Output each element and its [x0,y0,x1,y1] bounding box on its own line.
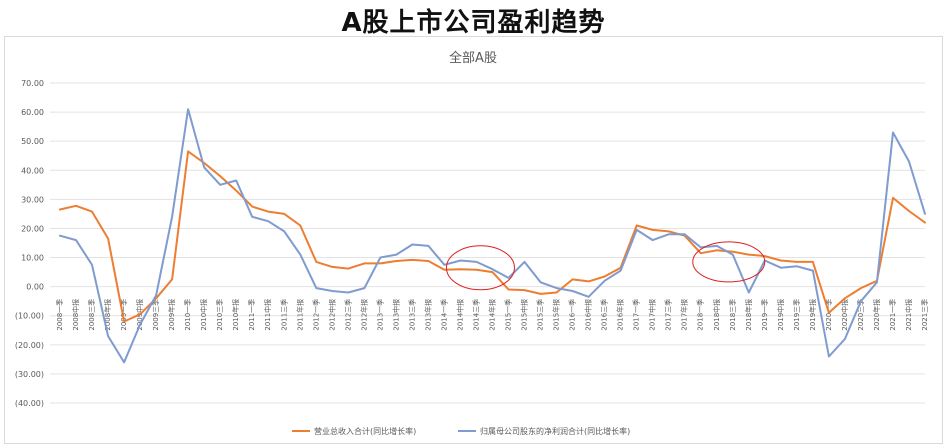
series-line-2 [59,108,926,364]
x-tick-label: 2017三季 [664,299,673,331]
y-tick-label: 60.00 [21,108,44,117]
y-tick-label: (20.00) [15,341,44,350]
y-tick-label: 0.00 [26,283,44,292]
x-tick-label: 2017一季 [632,299,641,331]
x-tick-label: 2020年报 [872,299,881,331]
x-tick-label: 2018一季 [696,299,705,331]
highlight-circle-2014 [445,245,515,291]
x-tick-label: 2011一季 [247,299,256,331]
chart-frame [4,36,943,444]
x-tick-label: 2013中报 [391,299,400,331]
x-tick-label: 2017年报 [680,299,689,331]
x-tick-label: 2015三季 [536,299,545,331]
x-tick-label: 2019中报 [776,299,785,331]
x-tick-label: 2014中报 [455,299,464,331]
y-tick-label: (30.00) [15,370,44,379]
x-tick-label: 2011三季 [279,299,288,331]
x-tick-label: 2021中报 [904,299,913,331]
x-tick-label: 2008一季 [55,299,64,331]
x-tick-label: 2019三季 [792,299,801,331]
x-tick-label: 2010中报 [199,299,208,331]
x-tick-label: 2016一季 [568,299,577,331]
y-tick-label: (10.00) [15,312,44,321]
x-tick-label: 2013年报 [423,299,432,331]
x-tick-label: 2014三季 [471,299,480,331]
y-tick-label: 30.00 [21,195,44,204]
x-tick-label: 2015中报 [520,299,529,331]
y-tick-label: 20.00 [21,224,44,233]
x-tick-label: 2008三季 [87,299,96,331]
x-tick-label: 2018中报 [712,299,721,331]
x-tick-label: 2016中报 [584,299,593,331]
x-tick-label: 2013三季 [407,299,416,331]
x-tick-label: 2018年报 [744,299,753,331]
x-tick-label: 2019一季 [760,299,769,331]
x-tick-label: 2020一季 [824,299,833,331]
annotation-layer [445,241,766,291]
x-tick-label: 2013一季 [375,299,384,331]
x-tick-label: 2021三季 [920,299,929,331]
y-tick-label: 50.00 [21,137,44,146]
x-tick-label: 2009三季 [151,299,160,331]
x-tick-label: 2008中报 [71,299,80,331]
x-axis-ticks: 2008一季 2008中报 2008三季 2008年报 2009一季 2009中报 2009… [55,299,929,331]
x-tick-label: 2014年报 [488,299,497,331]
x-tick-label: 2018三季 [728,299,737,331]
x-tick-label: 2016年报 [616,299,625,331]
x-tick-label: 2010三季 [215,299,224,331]
x-tick-label: 2012一季 [311,299,320,331]
page-title: A股上市公司盈利趋势 [341,8,606,38]
x-tick-label: 2014一季 [439,299,448,331]
x-tick-label: 2008年报 [103,299,112,331]
x-tick-label: 2020三季 [856,299,865,331]
x-tick-label: 2012中报 [327,299,336,331]
series-line-1 [59,150,926,323]
x-tick-label: 2010年报 [231,299,240,331]
legend-label-1: 营业总收入合计(同比增长率) [314,426,416,436]
x-tick-label: 2015年报 [552,299,561,331]
highlight-circle-2018 [692,241,766,283]
x-tick-label: 2012三季 [343,299,352,331]
y-tick-label: 70.00 [21,79,44,88]
x-tick-label: 2016三季 [600,299,609,331]
x-tick-label: 2019年报 [808,299,817,331]
x-tick-label: 2012年报 [359,299,368,331]
legend: 营业总收入合计(同比增长率) 归属母公司股东的净利润合计(同比增长率) [292,426,630,436]
x-tick-label: 2015一季 [504,299,513,331]
x-tick-label: 2020中报 [840,299,849,331]
x-tick-label: 2010一季 [183,299,192,331]
x-tick-label: 2021一季 [888,299,897,331]
x-tick-label: 2011中报 [263,299,272,331]
y-tick-label: 40.00 [21,166,44,175]
y-tick-label: (40.00) [15,399,44,408]
series-layer [59,108,926,364]
x-tick-label: 2009年报 [167,299,176,331]
legend-label-2: 归属母公司股东的净利润合计(同比增长率) [480,426,630,436]
y-axis-ticks: 70.00 60.00 50.00 40.00 30.00 20.00 10.00 0.00 (… [15,79,44,408]
x-tick-label: 2017中报 [648,299,657,331]
x-tick-label: 2011年报 [295,299,304,331]
grid-layer [50,82,925,404]
y-tick-label: 10.00 [21,254,44,263]
chart-title: 全部A股 [449,50,497,66]
